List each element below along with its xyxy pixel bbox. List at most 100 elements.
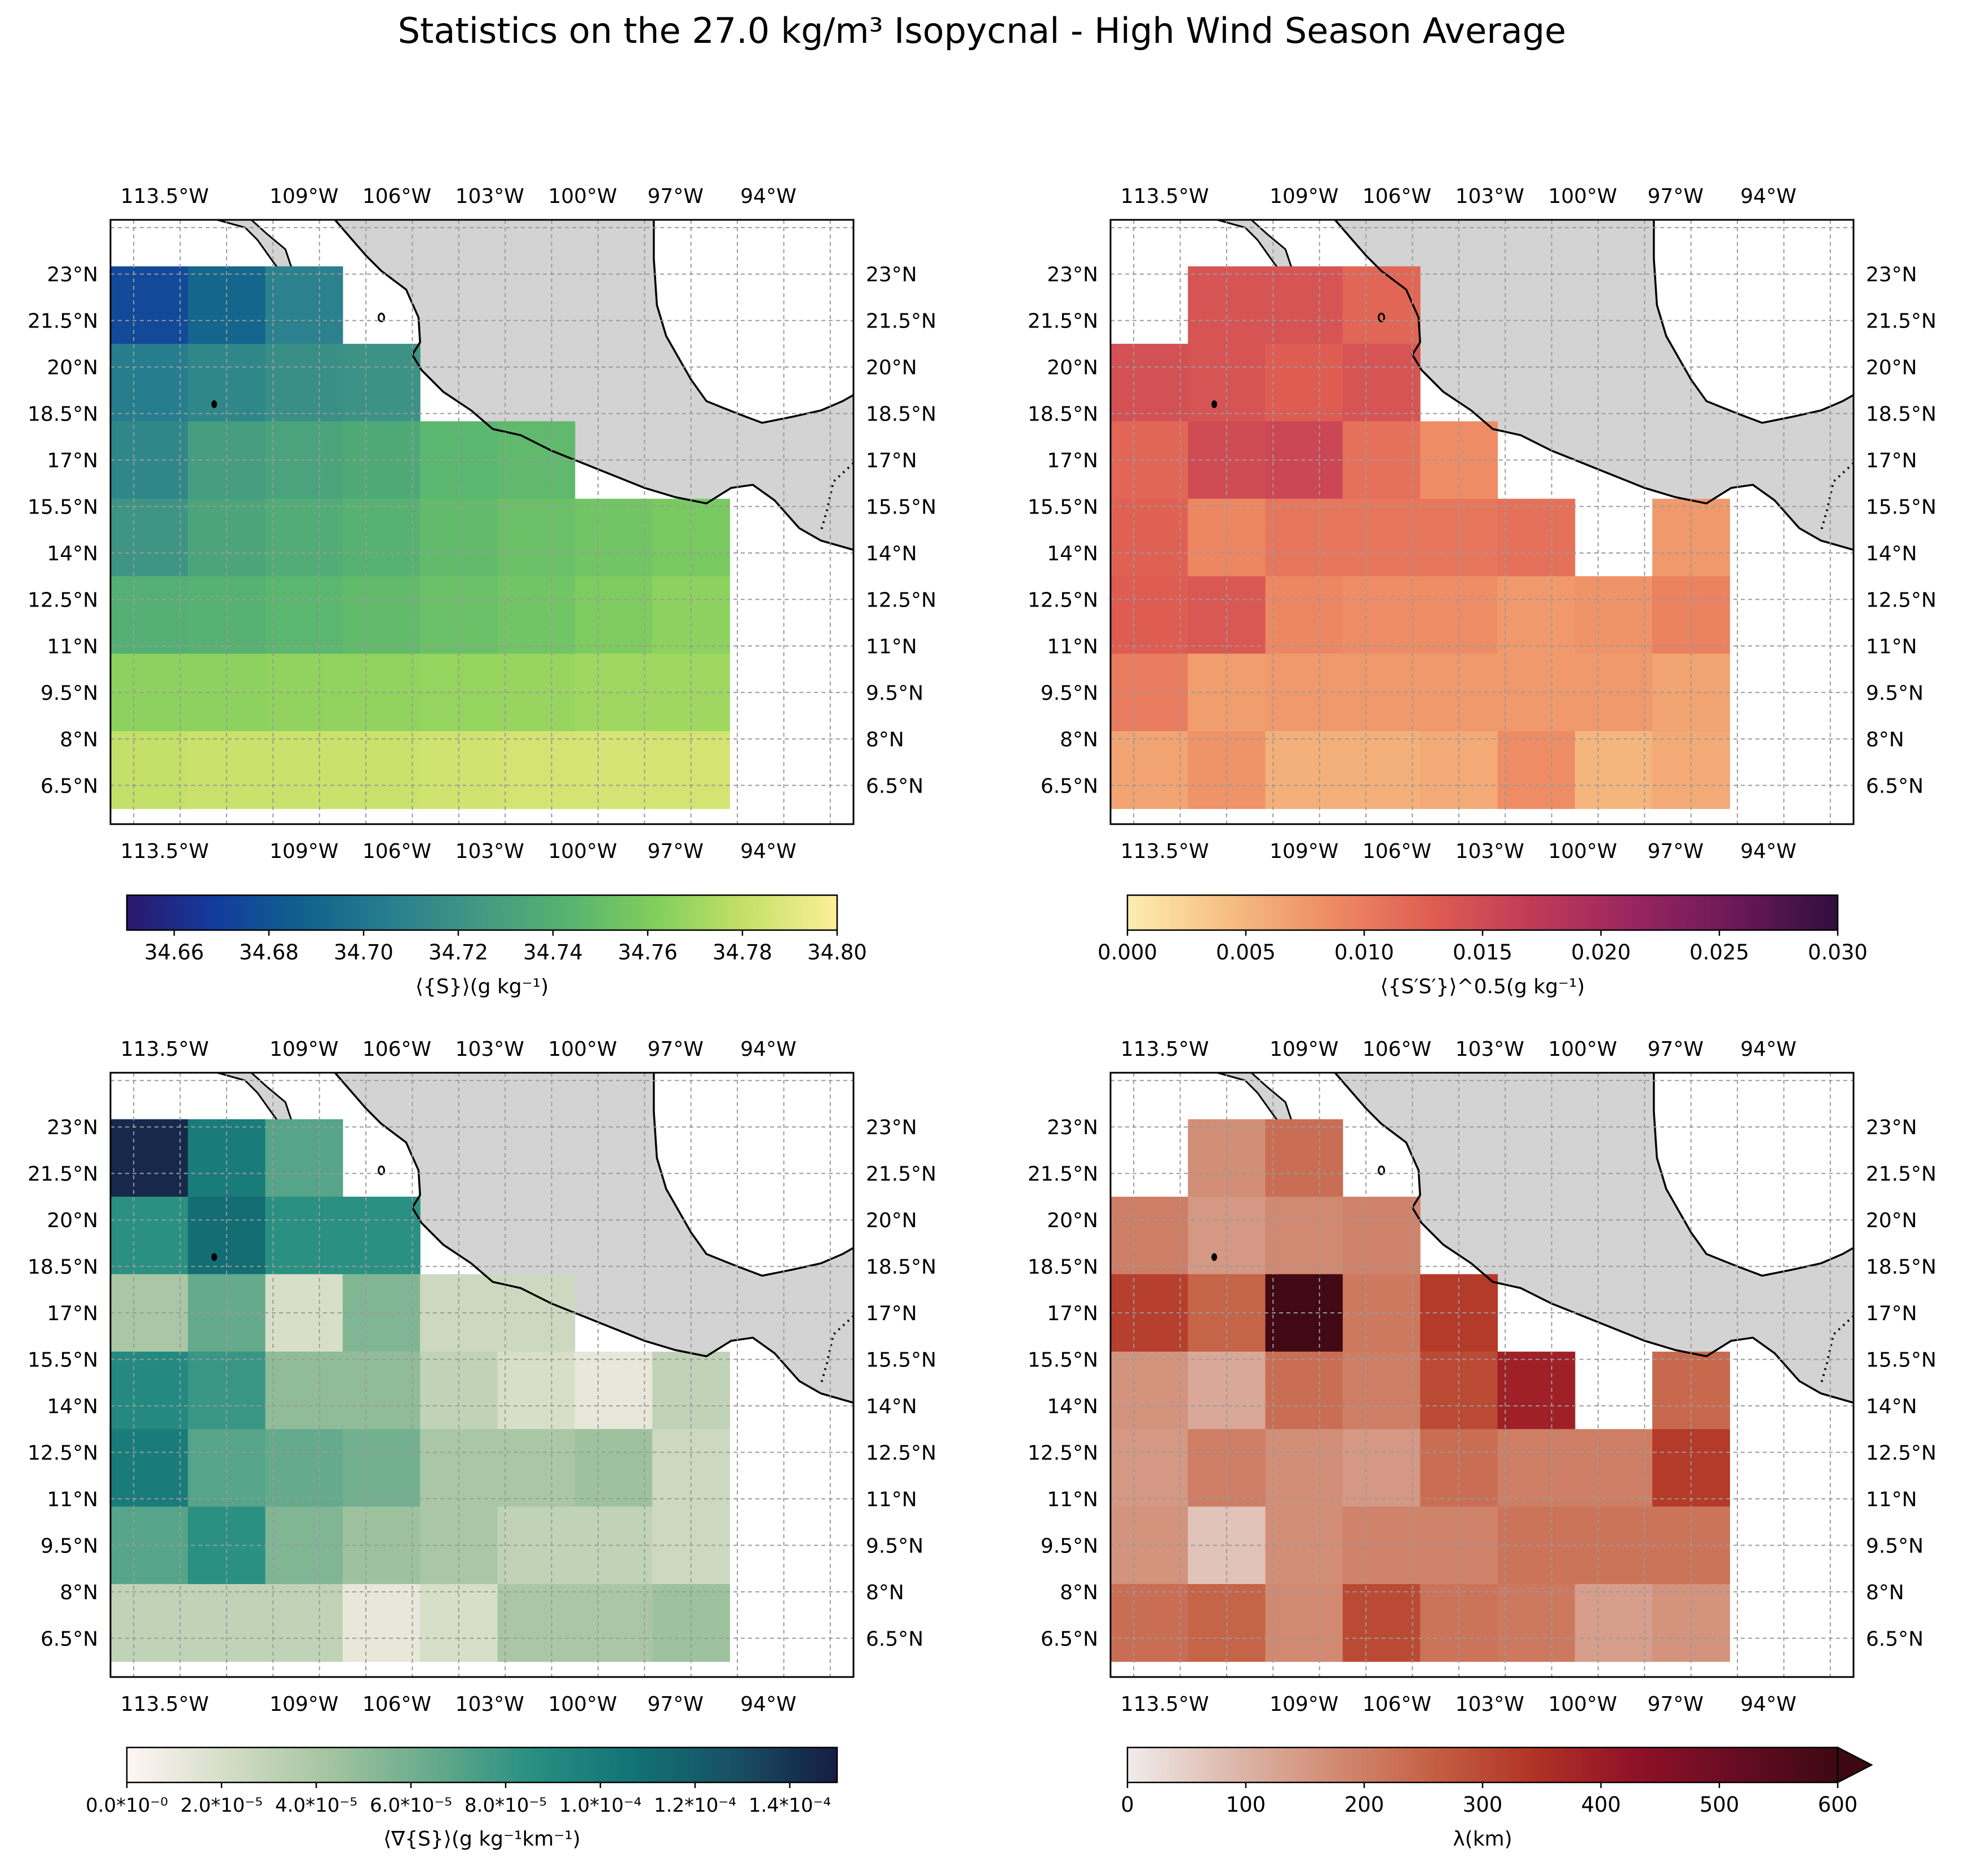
colorbar-gradient bbox=[126, 894, 838, 931]
coastline-pacific bbox=[334, 1073, 853, 1404]
lon-tick-label: 109°W bbox=[1269, 1693, 1338, 1716]
heatmap-cell bbox=[574, 498, 653, 577]
heatmap-cell bbox=[110, 1584, 188, 1662]
lon-tick-label: 103°W bbox=[455, 1693, 524, 1716]
heatmap-cell bbox=[265, 1196, 343, 1275]
colorbar-tick-label: 0.000 bbox=[1098, 940, 1157, 964]
lat-tick-label: 23°N bbox=[47, 1116, 98, 1139]
lon-tick-label: 94°W bbox=[740, 185, 796, 208]
lat-tick-label: 15.5°N bbox=[28, 1349, 98, 1372]
map-panel-3: 113.5°W 113.5°W 109°W 109°W 106°W 106°W 103°W 1… bbox=[28, 1038, 936, 1716]
colorbar-tick-label: 6.0*10⁻⁵ bbox=[370, 1794, 452, 1817]
lon-tick-label: 109°W bbox=[1269, 1038, 1338, 1061]
heatmap-cell bbox=[265, 1584, 343, 1662]
lat-tick-label: 15.5°N bbox=[1866, 1349, 1936, 1372]
lat-tick-label: 11°N bbox=[47, 635, 98, 658]
border-guatemala bbox=[1820, 462, 1854, 532]
lat-tick-label: 21.5°N bbox=[28, 310, 98, 333]
lon-tick-label: 97°W bbox=[648, 1693, 704, 1716]
colorbar-tick-label: 0 bbox=[1121, 1793, 1134, 1817]
coastline-gulf bbox=[653, 220, 853, 424]
map-panel-4: 113.5°W 113.5°W 109°W 109°W 106°W 106°W 103°W 1… bbox=[1028, 1038, 1936, 1716]
heatmap-cell bbox=[110, 498, 188, 577]
map-area bbox=[110, 1073, 853, 1677]
gulf-of-mexico bbox=[1653, 220, 1854, 423]
gulf-of-mexico bbox=[653, 220, 853, 423]
lat-tick-label: 6.5°N bbox=[866, 1627, 923, 1651]
heatmap-cell bbox=[342, 498, 421, 577]
heatmap-cell bbox=[110, 1351, 188, 1430]
lon-tick-label: 113.5°W bbox=[121, 1038, 209, 1061]
heatmap-cell bbox=[110, 343, 188, 422]
lat-tick-label: 15.5°N bbox=[1028, 1349, 1098, 1372]
lon-tick-label: 97°W bbox=[648, 185, 704, 208]
heatmap-cell bbox=[1497, 498, 1576, 577]
lon-tick-label: 103°W bbox=[455, 1038, 524, 1061]
heatmap-cell bbox=[342, 731, 421, 809]
colorbar-tick-label: 0.0*10⁻⁰ bbox=[86, 1794, 168, 1817]
map-area bbox=[110, 220, 853, 824]
colorbar-label: ⟨{S′S′}⟩^0.5(g kg⁻¹) bbox=[1381, 975, 1585, 998]
coastline-pacific bbox=[1334, 1073, 1854, 1404]
island-marker bbox=[378, 312, 386, 322]
lat-tick-label: 11°N bbox=[866, 635, 917, 658]
colorbar-tick-label: 34.78 bbox=[713, 940, 772, 964]
lat-tick-label: 23°N bbox=[1866, 1116, 1917, 1139]
heatmap-cell bbox=[1265, 1584, 1343, 1662]
lon-tick-label: 106°W bbox=[362, 840, 431, 863]
map-area bbox=[1111, 220, 1854, 824]
axes-frame bbox=[1109, 1072, 1855, 1678]
heatmap-cell bbox=[1265, 1196, 1343, 1275]
lat-tick-label: 18.5°N bbox=[866, 1256, 936, 1279]
colorbar-tick-label: 600 bbox=[1818, 1793, 1858, 1817]
colorbar-label: ⟨∇{S}⟩(g kg⁻¹km⁻¹) bbox=[383, 1828, 581, 1851]
border-guatemala bbox=[1820, 1315, 1854, 1385]
lon-tick-label: 113.5°W bbox=[1121, 840, 1209, 863]
lat-tick-label: 6.5°N bbox=[1866, 1627, 1923, 1651]
lat-tick-label: 14°N bbox=[1866, 1395, 1917, 1418]
heatmap-cell bbox=[1574, 576, 1653, 654]
lat-tick-label: 23°N bbox=[1866, 263, 1917, 286]
lon-tick-label: 106°W bbox=[1363, 1693, 1431, 1716]
colorbar-tick-label: 0.025 bbox=[1689, 940, 1749, 964]
lat-tick-label: 15.5°N bbox=[28, 496, 98, 519]
lat-tick-label: 11°N bbox=[866, 1488, 917, 1511]
lat-tick-label: 20°N bbox=[866, 356, 917, 379]
colorbar-tick-label: 500 bbox=[1700, 1793, 1740, 1817]
axes-frame bbox=[1109, 219, 1855, 825]
axes-frame bbox=[109, 219, 855, 825]
colorbar-tick-label: 300 bbox=[1463, 1793, 1503, 1817]
heatmap-cell bbox=[265, 576, 343, 654]
lon-tick-label: 106°W bbox=[362, 185, 431, 208]
heatmap-cell bbox=[497, 576, 576, 654]
colorbar-gradient bbox=[1126, 894, 1839, 931]
lat-tick-label: 6.5°N bbox=[1041, 1627, 1098, 1651]
lat-tick-label: 14°N bbox=[1866, 542, 1917, 565]
lat-tick-label: 12.5°N bbox=[866, 1441, 936, 1464]
lat-tick-label: 6.5°N bbox=[41, 1627, 98, 1651]
lat-tick-label: 23°N bbox=[866, 1116, 917, 1139]
lat-tick-label: 14°N bbox=[1047, 542, 1098, 565]
colorbar-tick-label: 34.72 bbox=[428, 940, 488, 964]
colorbar-tick-label: 34.68 bbox=[239, 940, 299, 964]
lon-tick-label: 100°W bbox=[1548, 1693, 1617, 1716]
lat-tick-label: 14°N bbox=[866, 1395, 917, 1418]
colorbar-tick-label: 2.0*10⁻⁵ bbox=[180, 1794, 263, 1817]
heatmap-cell bbox=[1111, 498, 1188, 577]
heatmap-cell bbox=[265, 498, 343, 577]
map-area bbox=[1111, 1073, 1854, 1677]
lat-tick-label: 20°N bbox=[1866, 1209, 1917, 1232]
colorbar-3: 0.0*10⁻⁰ 2.0*10⁻⁵ 4.0*10⁻⁵ 6.0*10⁻⁵ 8.0*10⁻⁵… bbox=[86, 1746, 838, 1851]
lat-tick-label: 17°N bbox=[1047, 449, 1098, 472]
heatmap-cell bbox=[1574, 731, 1653, 809]
lat-tick-label: 14°N bbox=[866, 542, 917, 565]
island-marker bbox=[1378, 312, 1386, 322]
lat-tick-label: 9.5°N bbox=[1041, 1534, 1098, 1558]
lat-tick-label: 20°N bbox=[1047, 1209, 1098, 1232]
gulf-of-mexico bbox=[1653, 1073, 1854, 1276]
lon-tick-label: 100°W bbox=[548, 840, 617, 863]
heatmap-cell bbox=[1342, 1429, 1421, 1507]
heatmap-cell bbox=[342, 1351, 421, 1430]
lon-tick-label: 113.5°W bbox=[121, 840, 209, 863]
lat-tick-label: 8°N bbox=[1866, 1581, 1904, 1604]
